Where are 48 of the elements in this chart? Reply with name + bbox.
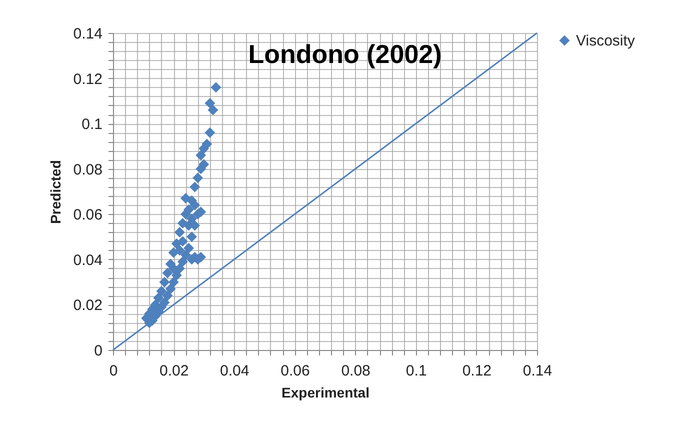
x-tick-label: 0.04 [220, 362, 250, 380]
x-tick-label: 0.02 [159, 362, 189, 380]
point [204, 98, 216, 108]
x-tick-label: 0.08 [341, 362, 370, 380]
y-tick-label: 0.12 [73, 70, 102, 88]
y-tick-label: 0 [94, 342, 102, 360]
point [190, 200, 200, 210]
point [171, 270, 182, 281]
point [153, 292, 164, 304]
point [162, 268, 173, 278]
point [183, 242, 194, 254]
point [165, 284, 176, 294]
point [174, 227, 185, 238]
y-axis-title: Predicted [47, 160, 64, 224]
x-axis-title: Experimental [282, 384, 370, 400]
point [177, 256, 188, 267]
point [168, 276, 179, 288]
y-tick-label: 0.08 [73, 161, 102, 178]
point [204, 127, 216, 138]
point [196, 150, 206, 161]
point [186, 232, 197, 242]
x-tick-label: 0.12 [462, 362, 492, 380]
point [186, 213, 197, 224]
y-tick-label: 0.06 [73, 206, 102, 224]
point [174, 245, 185, 256]
point [202, 138, 212, 150]
point [208, 104, 218, 116]
y-tick-label: 0.04 [73, 252, 102, 269]
point [159, 297, 170, 308]
legend-label: Viscosity [576, 32, 636, 50]
point [162, 290, 173, 301]
y-tick-label: 0.14 [73, 26, 102, 42]
point [159, 276, 170, 288]
point [183, 204, 194, 215]
point [156, 286, 167, 296]
point [180, 250, 191, 260]
y-tick-label: 0.02 [73, 297, 102, 314]
chart-title: Londono (2002) [248, 39, 442, 69]
x-tick-label: 0 [109, 362, 118, 380]
point [210, 82, 222, 93]
point [198, 159, 210, 170]
x-tick-label: 0.06 [280, 362, 310, 380]
point [177, 236, 188, 247]
point [190, 182, 200, 192]
x-tick-label: 0.1 [406, 362, 427, 380]
y-tick-label: 0.1 [82, 116, 102, 134]
x-tick-label: 0.14 [522, 362, 552, 380]
point [192, 172, 204, 184]
